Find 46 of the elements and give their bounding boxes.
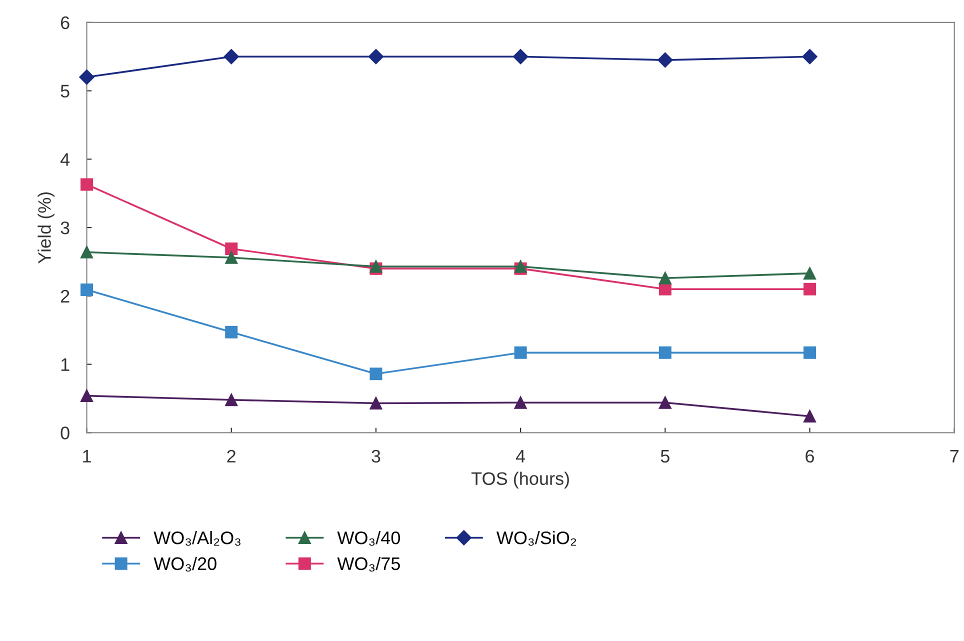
point xyxy=(804,346,816,359)
point xyxy=(804,410,816,423)
legend-label: WO₃/Al₂O₃ xyxy=(154,530,240,546)
y-tick-label: 1 xyxy=(61,358,70,371)
y-axis-title: Yield (%) xyxy=(38,192,54,264)
y-tick-label: 6 xyxy=(60,16,70,30)
y-tick-label: 4 xyxy=(60,153,70,166)
point xyxy=(80,178,94,191)
point xyxy=(658,346,672,359)
point xyxy=(512,49,528,64)
point xyxy=(225,326,238,338)
x-tick-label: 1 xyxy=(83,450,91,462)
legend-label: WO₃/75 xyxy=(337,556,400,572)
x-tick-label: 6 xyxy=(806,450,814,463)
point xyxy=(370,368,382,380)
y-tick-label: 5 xyxy=(60,84,70,98)
point xyxy=(658,272,672,284)
x-tick-label: 3 xyxy=(372,450,380,463)
x-tick-label: 2 xyxy=(227,450,236,462)
point xyxy=(658,396,672,409)
point xyxy=(80,246,94,258)
point xyxy=(80,390,94,402)
point xyxy=(802,49,818,64)
y-tick-label: 2 xyxy=(60,290,70,302)
point xyxy=(225,394,238,406)
point xyxy=(658,52,673,68)
point xyxy=(225,251,238,264)
x-tick-label: 5 xyxy=(660,450,670,463)
legend-label: WO₃/40 xyxy=(337,530,400,546)
point xyxy=(225,242,238,255)
point xyxy=(224,49,239,64)
point xyxy=(804,282,816,296)
point xyxy=(804,267,816,280)
x-axis-title: TOS (hours) xyxy=(471,472,569,489)
point xyxy=(370,397,382,410)
point xyxy=(514,346,527,359)
x-tick-label: 7 xyxy=(950,450,958,462)
legend-label: WO₃/SiO₂ xyxy=(496,530,576,546)
point xyxy=(514,396,527,409)
y-tick-label: 3 xyxy=(60,221,70,234)
point xyxy=(80,284,94,296)
point xyxy=(368,49,384,64)
point xyxy=(79,70,94,85)
x-tick-label: 4 xyxy=(516,450,526,462)
legend-label: WO₃/20 xyxy=(154,556,216,572)
y-tick-label: 0 xyxy=(60,426,70,440)
